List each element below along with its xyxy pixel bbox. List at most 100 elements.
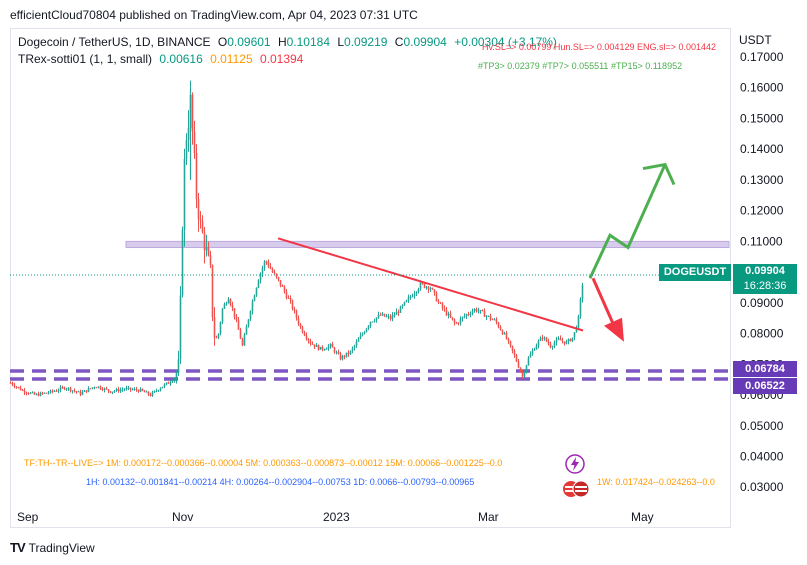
candle-body [375, 317, 378, 321]
candle-body [153, 390, 156, 393]
candle-body [377, 314, 380, 318]
support-upper-tag: 0.06784 [733, 361, 797, 377]
candle-body [179, 295, 182, 360]
candle-body [351, 348, 354, 351]
candle-body [347, 352, 350, 354]
candle-body [485, 315, 488, 317]
candle-body [423, 283, 426, 288]
candle-body [517, 361, 520, 368]
candle-body [551, 346, 554, 348]
candle-body [257, 280, 260, 288]
candle-body [69, 387, 72, 392]
candle-body [563, 341, 566, 344]
weekly-info: 1W: 0.017424--0.024263--0.0 [597, 477, 715, 487]
indicator-value-2: 0.01125 [210, 52, 253, 66]
candle-body [165, 382, 168, 385]
lightning-icon[interactable] [564, 453, 586, 475]
candle-body [561, 340, 564, 342]
candle-body [415, 291, 418, 294]
candle-body [299, 324, 302, 328]
candle-body [247, 319, 250, 327]
candle-body [483, 311, 486, 317]
candle-body [497, 322, 500, 328]
candle-body [359, 335, 362, 339]
price-axis[interactable]: USDT0.030000.040000.050000.060000.070000… [739, 33, 784, 494]
candle-body [381, 313, 384, 316]
candle-body [219, 322, 222, 334]
descending-trendline[interactable] [277, 237, 584, 332]
candle-body [541, 337, 544, 339]
candle-body [383, 313, 386, 317]
candle-body [213, 317, 216, 338]
indicator-name[interactable]: TRex-sotti01 (1, 1, small) [18, 52, 153, 66]
candle-body [445, 309, 448, 316]
candle-body [141, 388, 144, 391]
candle-body [489, 315, 492, 320]
candle-body [399, 306, 402, 313]
candle-body [211, 264, 214, 318]
candle-body [133, 388, 136, 390]
candle-body [367, 325, 370, 329]
candle-body [339, 353, 342, 360]
symbol-title[interactable]: Dogecoin / TetherUS, 1D, BINANCE [18, 35, 211, 49]
candle-body [283, 286, 286, 292]
candle-body [459, 318, 462, 324]
bearish-arrowhead[interactable] [604, 317, 624, 342]
candle-body [253, 295, 256, 302]
bearish-projection-path[interactable] [591, 277, 616, 327]
currency-label: USDT [739, 33, 772, 47]
candle-body [109, 391, 112, 393]
candle-body [471, 311, 474, 314]
trendline[interactable] [277, 237, 584, 332]
candle-body [461, 316, 464, 319]
flag-icons[interactable] [561, 478, 591, 500]
candle-body [395, 311, 398, 316]
candle-body [403, 301, 406, 306]
candle-body [221, 308, 224, 323]
candle-body [55, 390, 58, 392]
candle-body [409, 296, 412, 298]
candle-body [455, 322, 458, 324]
candle-body [323, 349, 326, 351]
time-axis[interactable]: Sep Nov 2023 Mar May [17, 510, 654, 524]
candle-body [121, 389, 124, 391]
candle-body [171, 380, 174, 383]
candle-body [525, 365, 528, 373]
candle-body [125, 388, 128, 390]
candle-body [509, 341, 512, 346]
candle-body [77, 391, 80, 393]
candle-body [255, 287, 258, 296]
tradingview-logo[interactable]: TV TradingView [10, 540, 95, 555]
resistance-band[interactable] [125, 240, 730, 249]
candle-body [505, 333, 508, 339]
candle-body [493, 319, 496, 321]
bullish-arrowhead[interactable] [642, 162, 676, 186]
candle-body [467, 314, 470, 316]
candle-body [49, 390, 52, 393]
candle-body [127, 387, 130, 389]
candle-body [431, 288, 434, 290]
candle-body [73, 390, 76, 392]
candle-body [275, 273, 278, 278]
close-value: 0.09904 [403, 35, 447, 49]
y-tick-label: 0.16000 [740, 81, 784, 95]
candle-body [21, 390, 24, 392]
candle-body [357, 338, 360, 342]
candle-body [557, 338, 560, 340]
candle-body [279, 279, 282, 286]
candle-body [117, 388, 120, 392]
y-tick-label: 0.12000 [740, 204, 784, 218]
projection-arrows[interactable] [588, 162, 676, 342]
candle-body [29, 392, 32, 394]
candle-body [335, 352, 338, 354]
close-label: C [394, 35, 404, 49]
candle-body [227, 299, 230, 304]
candle-body [317, 344, 320, 350]
candle-body [391, 315, 394, 319]
bullish-projection-path[interactable] [588, 163, 667, 279]
candle-body [169, 382, 172, 384]
candle-body [417, 288, 420, 292]
candle-body [281, 285, 284, 287]
candle-body [447, 313, 450, 316]
